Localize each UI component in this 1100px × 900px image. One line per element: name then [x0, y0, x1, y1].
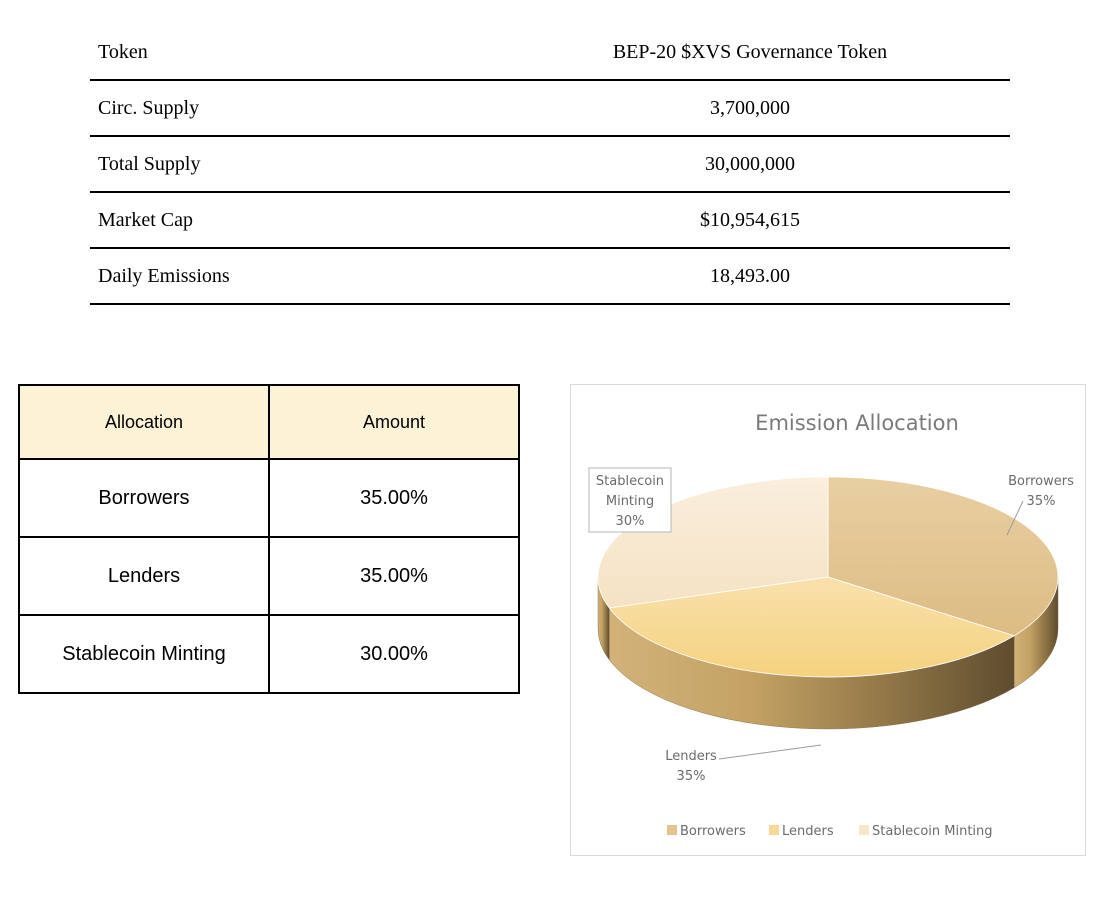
- amount-cell: 30.00%: [268, 614, 520, 694]
- table-row: Daily Emissions 18,493.00: [90, 247, 1010, 305]
- token-table-header-row: Token BEP-20 $XVS Governance Token: [90, 25, 1010, 80]
- data-label: Lenders: [665, 749, 717, 764]
- row-value: $10,954,615: [490, 191, 1010, 248]
- allocation-header: Allocation: [18, 384, 270, 460]
- allocation-cell: Stablecoin Minting: [18, 614, 270, 694]
- data-label-layer: Borrowers 35% Lenders 35% Stablecoin Minting 3…: [588, 467, 1074, 784]
- data-label-leader-line: [718, 744, 822, 760]
- row-value: 18,493.00: [490, 247, 1010, 305]
- legend-label: Stablecoin Minting: [872, 824, 993, 839]
- pie-layer: [597, 476, 1059, 730]
- table-row: Market Cap $10,954,615: [90, 191, 1010, 248]
- legend-label: Borrowers: [680, 824, 746, 839]
- allocation-table: Allocation Amount Borrowers 35.00% Lende…: [18, 384, 520, 694]
- token-table: Token BEP-20 $XVS Governance Token Circ.…: [90, 25, 1010, 305]
- data-label-box: [588, 467, 672, 533]
- chart-title: Emission Allocation: [755, 411, 959, 435]
- token-label-cell: Token: [98, 40, 148, 63]
- row-label: Circ. Supply: [90, 79, 490, 136]
- pie-chart-svg: Emission Allocation Borrowers 35% Lenders 3…: [588, 411, 1074, 839]
- table-row: Lenders 35.00%: [18, 536, 520, 616]
- legend-swatch: [859, 825, 869, 835]
- amount-header: Amount: [268, 384, 520, 460]
- table-row: Borrowers 35.00%: [18, 458, 520, 538]
- emission-allocation-chart: Emission Allocation Borrowers 35% Lenders 3…: [570, 384, 1086, 856]
- legend-swatch: [769, 825, 779, 835]
- row-value: 30,000,000: [490, 135, 1010, 192]
- data-label-leader-line: [1006, 500, 1024, 536]
- row-label: Daily Emissions: [90, 247, 490, 305]
- data-label: Stablecoin: [596, 474, 664, 489]
- data-label: 30%: [616, 514, 645, 529]
- amount-cell: 35.00%: [268, 536, 520, 616]
- row-label: Total Supply: [90, 135, 490, 192]
- data-label: Borrowers: [1008, 474, 1074, 489]
- row-label: Market Cap: [90, 191, 490, 248]
- amount-cell: 35.00%: [268, 458, 520, 538]
- table-row: Circ. Supply 3,700,000: [90, 79, 1010, 136]
- table-row: Total Supply 30,000,000: [90, 135, 1010, 192]
- allocation-cell: Borrowers: [18, 458, 270, 538]
- data-label: Minting: [606, 494, 654, 509]
- data-label: 35%: [677, 769, 706, 784]
- token-value-cell: BEP-20 $XVS Governance Token: [612, 40, 888, 63]
- data-label: 35%: [1027, 494, 1056, 509]
- pie-slice-borrowers: [827, 476, 1059, 637]
- legend-label: Lenders: [782, 824, 834, 839]
- table-row: Stablecoin Minting 30.00%: [18, 614, 520, 694]
- allocation-cell: Lenders: [18, 536, 270, 616]
- row-value: 3,700,000: [490, 79, 1010, 136]
- allocation-header-row: Allocation Amount: [18, 384, 520, 460]
- chart-legend: Borrowers Lenders Stablecoin Minting: [667, 824, 993, 839]
- pie-slice-lenders: [608, 576, 1016, 678]
- legend-swatch: [667, 825, 677, 835]
